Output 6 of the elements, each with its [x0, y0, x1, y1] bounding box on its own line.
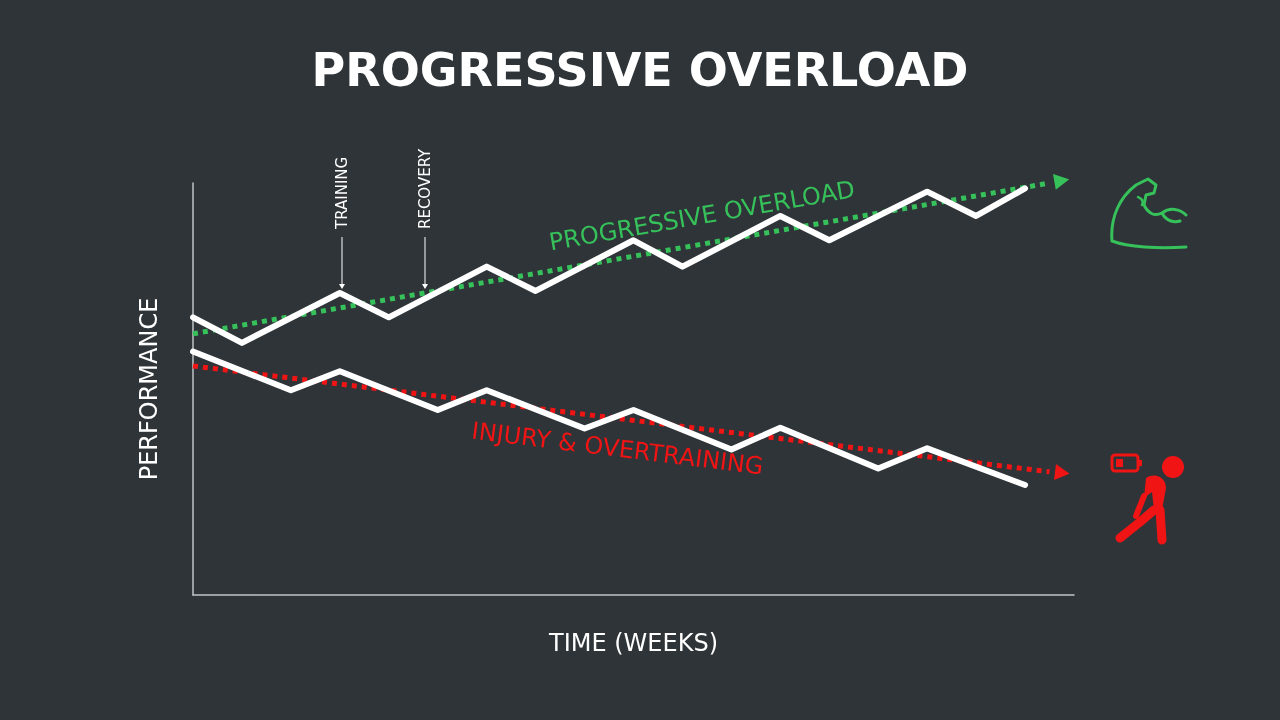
text: INJURY & OVERTRAINING	[470, 416, 766, 481]
x-axis-title: TIME (WEEKS)	[548, 629, 718, 657]
y-axis-title: PERFORMANCE	[135, 297, 163, 481]
annotation: RECOVERY	[416, 147, 434, 229]
chart-title: PROGRESSIVE OVERLOAD	[311, 43, 969, 97]
annotation: TRAINING	[333, 156, 351, 230]
